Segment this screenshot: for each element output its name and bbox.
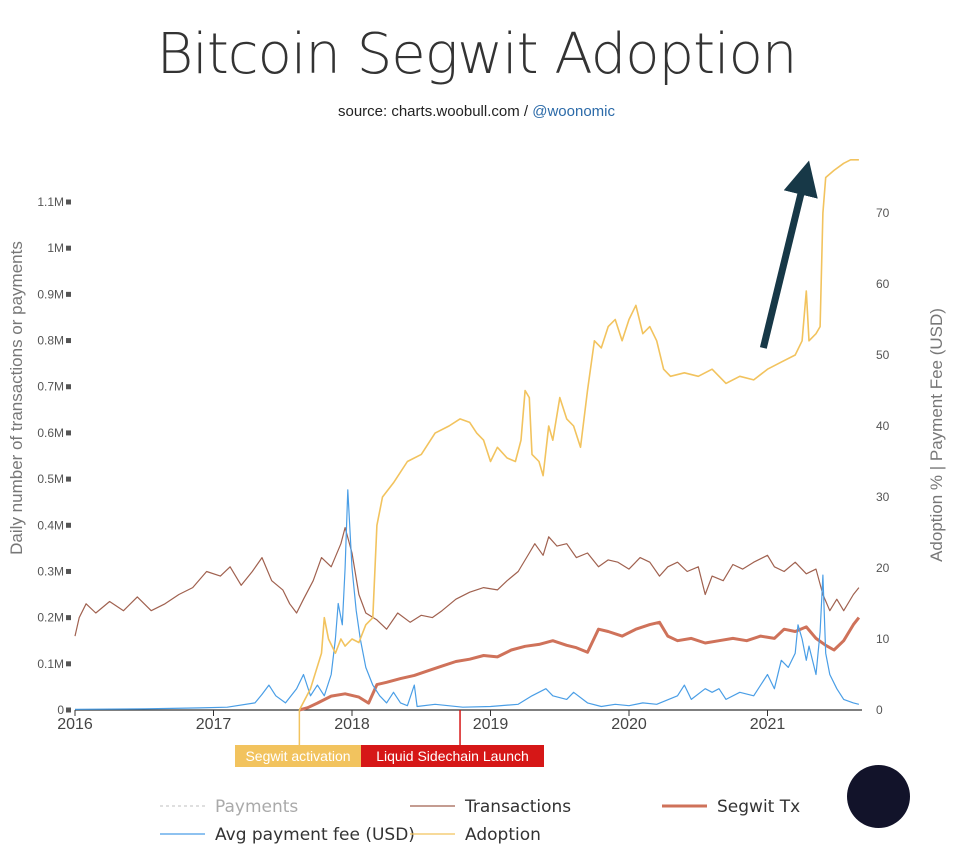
left-axis-title: Daily number of transactions or payments (7, 241, 26, 555)
left-tick-mark (66, 384, 71, 390)
x-axis: 2016 2017 2018 2019 2020 2021 (57, 709, 862, 733)
series-line-avg-payment-fee-usd (74, 489, 860, 710)
left-tick-label: 0.3M (37, 564, 64, 578)
source-handle-link[interactable]: @woonomic (532, 103, 615, 120)
right-axis: 0 10 20 30 40 50 60 70 (876, 206, 890, 717)
left-tick-mark (66, 199, 71, 205)
annotation-label: Segwit activation (245, 748, 350, 764)
x-tick-label: 2020 (611, 716, 647, 733)
left-tick-mark (66, 291, 71, 297)
trend-arrow (759, 160, 818, 349)
legend-item[interactable]: Segwit Tx (662, 797, 800, 817)
series-line-segwit-tx (298, 616, 861, 712)
left-tick-mark (66, 522, 71, 528)
left-tick-mark (66, 661, 71, 667)
left-tick-mark (66, 245, 71, 251)
left-tick-label: 0.1M (37, 657, 64, 671)
legend-label: Avg payment fee (USD) (215, 825, 415, 845)
annotation-label-bg (235, 745, 361, 767)
x-tick-label: 2018 (334, 716, 370, 733)
x-tick-label: 2016 (57, 716, 93, 733)
legend-item[interactable]: Adoption (410, 825, 541, 845)
series-line-adoption (298, 159, 859, 711)
left-tick-mark (66, 476, 71, 482)
x-tick-label: 2019 (473, 716, 509, 733)
left-tick-mark (66, 707, 71, 713)
chart-source: source: charts.woobull.com / @woonomic (0, 103, 953, 120)
left-tick-label: 0.7M (37, 380, 64, 394)
legend-label: Segwit Tx (717, 797, 800, 817)
left-tick-label: 0.2M (37, 611, 64, 625)
left-tick-label: 1.1M (37, 195, 64, 209)
left-tick-label: 0.5M (37, 472, 64, 486)
right-tick-label: 60 (876, 277, 890, 291)
legend[interactable]: Payments Transactions Segwit Tx Avg payment… (160, 797, 800, 845)
avatar-dot (847, 765, 910, 828)
source-text: source: charts.woobull.com / (337, 103, 533, 120)
left-tick-mark (66, 338, 71, 344)
left-tick-mark (66, 430, 71, 436)
right-tick-label: 50 (876, 348, 890, 362)
chart-title: Bitcoin Segwit Adoption (156, 22, 798, 87)
legend-label: Adoption (465, 825, 541, 845)
right-tick-label: 10 (876, 632, 890, 646)
left-tick-mark (66, 568, 71, 574)
x-tick-label: 2021 (750, 716, 786, 733)
series-group (74, 159, 861, 712)
right-tick-label: 30 (876, 490, 890, 504)
legend-label: Transactions (464, 797, 571, 817)
annotations-group: Segwit activation Liquid Sidechain Launch (235, 160, 818, 767)
left-tick-mark (66, 615, 71, 621)
left-tick-label: 0.8M (37, 334, 64, 348)
x-tick-label: 2017 (196, 716, 232, 733)
left-tick-label: 0.6M (37, 426, 64, 440)
right-tick-label: 0 (876, 703, 883, 717)
series-line-transactions (74, 527, 860, 637)
right-tick-label: 40 (876, 419, 890, 433)
right-axis-title: Adoption % | Payment Fee (USD) (927, 308, 946, 562)
annotation-label-bg (361, 745, 544, 767)
right-tick-label: 20 (876, 561, 890, 575)
annotation-label: Liquid Sidechain Launch (376, 748, 529, 764)
legend-item[interactable]: Avg payment fee (USD) (160, 825, 415, 845)
left-tick-label: 0 (57, 703, 64, 717)
legend-item[interactable]: Transactions (410, 797, 571, 817)
left-tick-label: 0.9M (37, 287, 64, 301)
right-tick-label: 70 (876, 206, 890, 220)
left-tick-label: 1M (47, 241, 64, 255)
legend-item[interactable]: Payments (160, 797, 298, 817)
left-axis: 0 0.1M 0.2M 0.3M 0.4M 0.5M 0.6M 0.7M 0.8M 0.9M 1M 1… (37, 195, 71, 717)
left-tick-label: 0.4M (37, 518, 64, 532)
legend-label: Payments (215, 797, 298, 817)
